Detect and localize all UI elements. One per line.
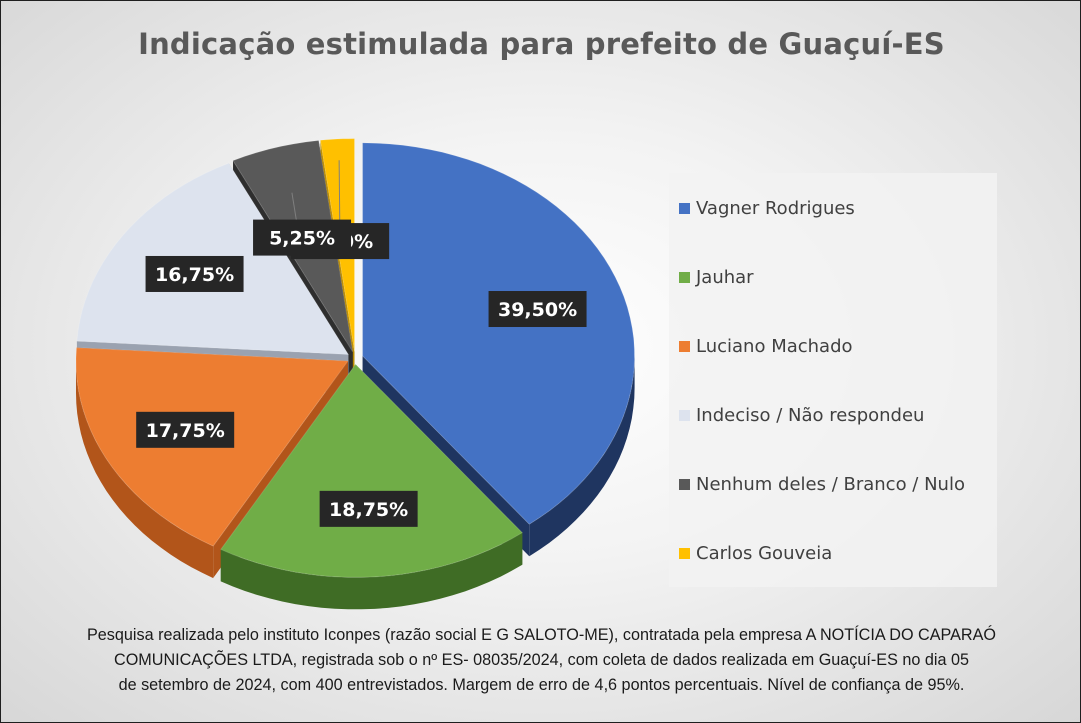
pie-slice [220,363,524,610]
slice-face [220,363,524,578]
data-label-box [319,490,418,527]
legend-item: Indeciso / Não respondeu [679,403,924,427]
data-label-text: 39,50% [498,299,577,321]
legend-label: Indeciso / Não respondeu [696,404,925,426]
legend-swatch [679,478,690,490]
legend-label: Vagner Rodrigues [696,197,855,219]
legend-swatch [679,547,690,559]
data-label-text: 16,75% [155,264,234,286]
slice-face [362,142,636,525]
chart-legend: Vagner Rodrigues Jauhar Luciano Machado … [669,173,997,587]
data-label: 16,75% [145,255,244,292]
legend-item: Luciano Machado [679,334,853,358]
footnote-line: de setembro de 2024, com 400 entrevistad… [118,676,965,694]
data-label-box [253,219,352,256]
slice-rim [76,361,214,579]
data-label-text: 5,25% [269,228,335,250]
legend-label: Jauhar [696,266,754,288]
chart-title: Indicação estimulada para prefeito de Gu… [138,27,945,61]
data-label-box [136,411,235,448]
legend-label: Nenhum deles / Branco / Nulo [696,473,965,495]
data-label-box [488,291,587,328]
data-label: 39,50% [488,291,587,328]
survey-footnote: Pesquisa realizada pelo instituto Iconpe… [21,623,1062,698]
legend-label: Carlos Gouveia [696,542,833,564]
legend-item: Carlos Gouveia [679,541,832,565]
legend-item: Jauhar [679,265,754,289]
data-label-box [145,255,244,292]
legend-label: Luciano Machado [696,335,853,357]
data-label: 18,75% [319,490,418,527]
data-label: 17,75% [136,411,235,448]
legend-swatch [679,340,690,352]
data-label-text: 17,75% [146,420,225,442]
legend-swatch [679,409,690,421]
legend-item: Nenhum deles / Branco / Nulo [679,472,965,496]
data-label-text: 18,75% [329,499,408,521]
legend-item: Vagner Rodrigues [679,196,855,220]
slice-rim [529,355,635,557]
footnote-line: COMUNICAÇÕES LTDA, registrada sob o nº E… [114,651,969,669]
legend-swatch [679,202,690,214]
legend-swatch [679,271,690,283]
slice-rim [220,532,523,610]
pie-slice [75,347,349,579]
footnote-line: Pesquisa realizada pelo instituto Iconpe… [86,626,996,644]
data-label: 5,25% [253,219,352,256]
